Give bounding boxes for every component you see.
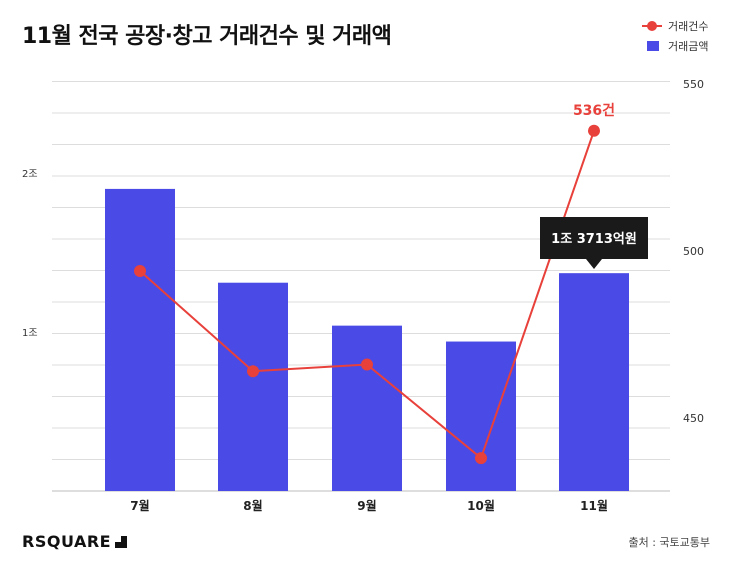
right-axis-tick: 500: [683, 245, 704, 258]
brand-logo: RSQUARE: [22, 532, 128, 551]
legend-bar-label: 거래금액: [668, 40, 709, 53]
left-axis-tick: 2조: [22, 169, 38, 180]
brand-logo-text: RSQUARE: [22, 532, 112, 551]
right-axis-tick: 450: [683, 412, 704, 425]
bar-tooltip-label: 1조 3713억원: [551, 232, 637, 247]
line-data-label: 536건: [573, 102, 615, 119]
chart-title: 11월 전국 공장·창고 거래건수 및 거래액: [22, 24, 392, 49]
x-axis-tick: 10월: [467, 498, 495, 513]
bar: [105, 188, 175, 491]
legend-bar-swatch-wrap: [642, 39, 662, 53]
legend-bar-swatch: [647, 41, 659, 51]
line-point: [475, 452, 487, 465]
legend-item-line: 거래건수: [642, 16, 708, 36]
bar-tooltip-box: [540, 217, 648, 259]
legend-line-label: 거래건수: [668, 20, 709, 33]
bar: [218, 282, 288, 491]
chart-legend: 거래건수 거래금액: [642, 16, 708, 56]
line-point: [588, 124, 600, 137]
right-axis-tick: 550: [683, 78, 704, 91]
bar-tooltip-pointer: [586, 259, 602, 269]
x-axis-tick: 8월: [243, 498, 262, 513]
bar: [332, 325, 402, 491]
x-axis-tick: 7월: [130, 498, 149, 513]
x-axis-tick: 9월: [357, 498, 376, 513]
left-axis-tick: 1조: [22, 328, 38, 339]
bar: [559, 273, 629, 491]
brand-logo-mark: [115, 535, 128, 548]
legend-item-bar: 거래금액: [642, 36, 708, 56]
line-point: [134, 265, 146, 278]
x-axis-tick: 11월: [580, 498, 608, 513]
legend-line-swatch: [642, 19, 662, 33]
line-point: [361, 358, 373, 371]
bar: [446, 341, 516, 491]
line-point: [247, 365, 259, 378]
source-note: 출처 : 국토교통부: [628, 536, 710, 549]
